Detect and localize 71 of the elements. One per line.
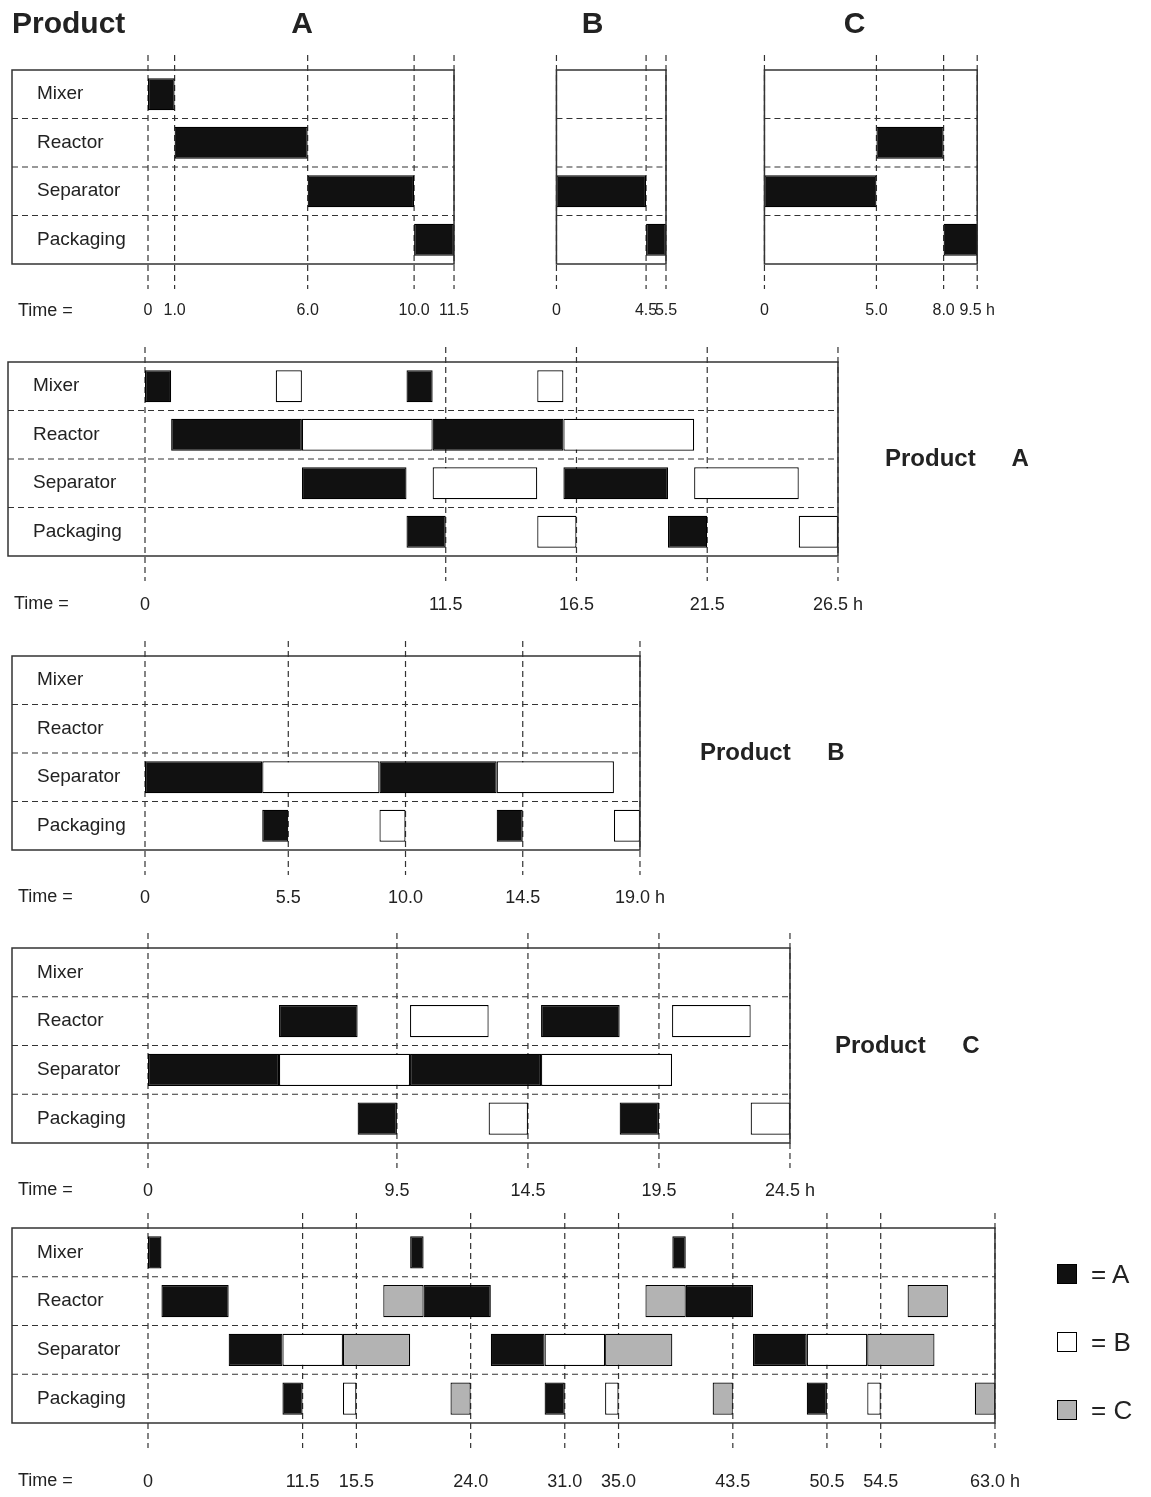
x-tick-label: 0: [139, 593, 151, 614]
y-tick-label: Mixer: [37, 82, 85, 104]
y-tick-label: Separator: [37, 765, 122, 787]
chart-title: A: [290, 6, 314, 40]
x-tick-label: 6.0: [296, 301, 319, 319]
y-tick-label: Separator: [33, 471, 118, 493]
y-tick-label: Reactor: [37, 1009, 105, 1031]
x-tick-label: 0: [139, 886, 151, 907]
x-axis-title: Time =: [18, 299, 73, 320]
y-tick-label: Packaging: [37, 1386, 126, 1408]
x-tick-label: 0: [142, 1179, 154, 1200]
text: = B: [1091, 1326, 1131, 1358]
x-tick-label: 19.5: [641, 1179, 677, 1200]
x-tick-label: 14.5: [510, 1179, 546, 1200]
x-tick-label: 63.0 h: [969, 1470, 1020, 1491]
x-tick-label: 11.5: [428, 593, 463, 614]
text: Product: [12, 6, 126, 40]
x-tick-label: 43.5: [715, 1470, 751, 1491]
x-tick-label: 0: [143, 301, 153, 319]
y-tick-label: Reactor: [37, 1289, 105, 1311]
y-tick-label: Reactor: [37, 716, 105, 738]
x-axis-title: Time =: [18, 1469, 73, 1490]
x-tick-label: 11.5: [439, 301, 470, 319]
y-tick-label: Packaging: [37, 813, 126, 835]
x-tick-label: 0: [552, 301, 561, 319]
chart-title: C: [842, 6, 867, 40]
text: Product C: [835, 1030, 980, 1059]
y-tick-label: Mixer: [37, 668, 85, 690]
x-tick-label: 11.5: [285, 1470, 320, 1491]
x-tick-label: 26.5 h: [812, 593, 863, 614]
x-tick-label: 1.0: [163, 301, 186, 319]
text: Product B: [700, 738, 845, 766]
x-tick-label: 5.5: [275, 886, 301, 907]
x-tick-label: 0: [142, 1470, 154, 1491]
x-tick-label: 10.0: [398, 301, 430, 319]
x-tick-label: 4.5: [634, 301, 658, 319]
legend-label: = A: [1091, 1258, 1130, 1290]
text: Product A: [885, 444, 1029, 472]
y-tick-label: Separator: [37, 1058, 122, 1080]
legend-label: = C: [1091, 1394, 1133, 1426]
x-tick-label: 21.5: [689, 593, 725, 614]
y-tick-label: Packaging: [37, 1106, 126, 1128]
y-tick-label: Mixer: [37, 1240, 85, 1262]
x-tick-label: 9.5: [384, 1179, 410, 1200]
x-tick-label: 0: [760, 301, 769, 319]
x-tick-label: 19.0 h: [614, 886, 665, 907]
y-tick-label: Packaging: [33, 519, 122, 541]
x-tick-label: 15.5: [338, 1470, 374, 1491]
x-tick-label: 54.5: [863, 1470, 899, 1491]
x-axis-title: Time =: [14, 592, 69, 613]
x-tick-label: 9.5 h: [959, 301, 995, 319]
x-tick-label: 31.0: [547, 1470, 583, 1491]
x-tick-label: 14.5: [505, 886, 541, 907]
x-tick-label: 24.0: [453, 1470, 489, 1491]
x-axis-title: Time =: [18, 885, 73, 906]
x-tick-label: 10.0: [387, 886, 424, 907]
y-tick-label: Packaging: [37, 227, 126, 249]
x-axis-title: Time =: [18, 1178, 73, 1199]
chart-title: B: [580, 6, 605, 40]
x-tick-label: 35.0: [601, 1470, 637, 1491]
x-tick-label: 5.0: [865, 301, 888, 319]
x-tick-label: 8.0: [932, 301, 955, 319]
y-tick-label: Mixer: [33, 374, 81, 396]
x-tick-label: 50.5: [809, 1470, 845, 1491]
y-tick-label: Mixer: [37, 960, 85, 982]
y-tick-label: Reactor: [33, 422, 101, 444]
y-tick-label: Separator: [37, 1338, 122, 1360]
y-tick-label: Separator: [37, 179, 122, 201]
x-tick-label: 24.5 h: [764, 1179, 815, 1200]
x-tick-label: 16.5: [558, 593, 594, 614]
y-tick-label: Reactor: [37, 130, 105, 152]
